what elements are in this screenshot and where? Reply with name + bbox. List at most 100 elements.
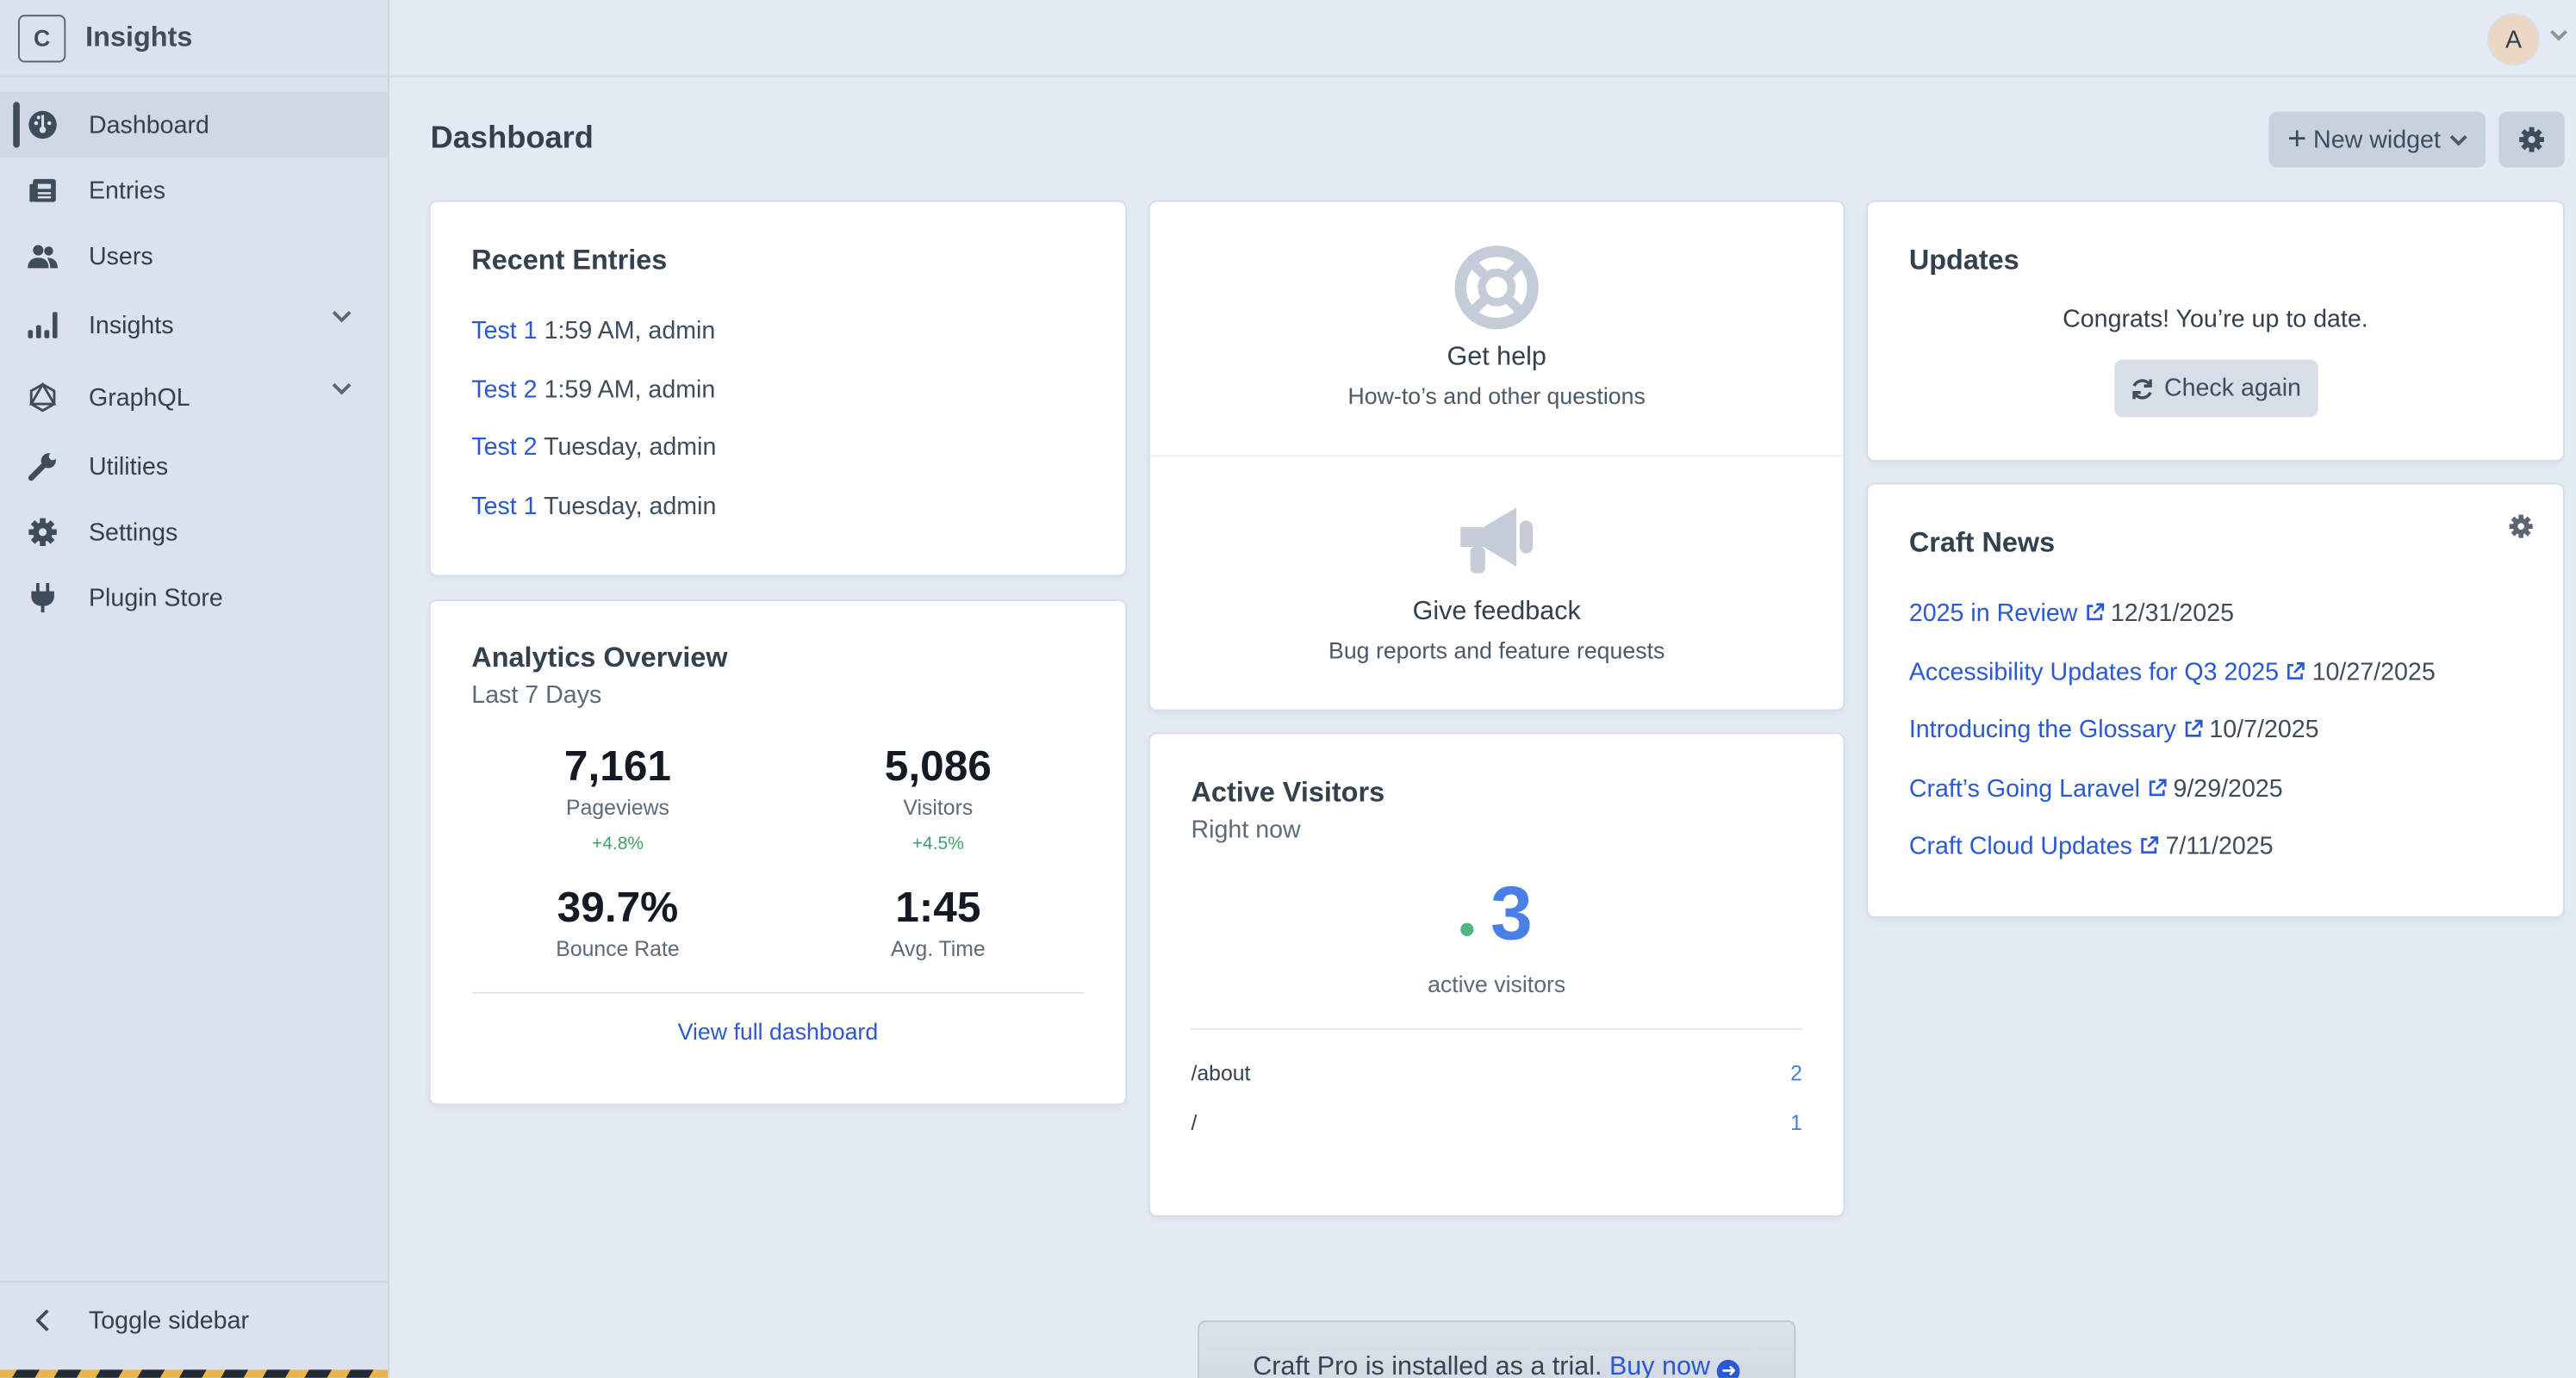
sidebar-item-plugin-store[interactable]: Plugin Store xyxy=(0,565,388,630)
widget-title: Analytics Overview xyxy=(471,642,728,673)
get-help-link[interactable]: Get help How-to’s and other questions xyxy=(1150,202,1844,456)
news-row: 2025 in Review 12/31/2025 xyxy=(1909,599,2234,627)
brand[interactable]: C Insights xyxy=(0,0,389,78)
buy-now-label: Buy now xyxy=(1608,1353,1710,1378)
updates-widget: Updates Congrats! You’re up to date. Che… xyxy=(1868,202,2563,460)
gauge-icon xyxy=(27,109,59,141)
chevron-down-icon[interactable] xyxy=(332,310,352,323)
entry-link[interactable]: Test 1 xyxy=(471,317,538,345)
arrow-right-circle-icon: ➜ xyxy=(1717,1359,1741,1378)
widget-title: Recent Entries xyxy=(471,245,668,276)
widget-subtitle: Last 7 Days xyxy=(471,681,602,710)
toggle-sidebar-button[interactable]: Toggle sidebar xyxy=(0,1281,389,1358)
refresh-icon xyxy=(2132,378,2153,399)
divider xyxy=(1191,1027,1802,1030)
sidebar-item-settings[interactable]: Settings xyxy=(0,500,388,565)
check-again-button[interactable]: Check again xyxy=(2114,359,2318,418)
gear-icon[interactable] xyxy=(2509,514,2534,539)
site-name: Insights xyxy=(85,21,193,53)
entry-link[interactable]: Test 2 xyxy=(471,376,538,404)
external-link-icon xyxy=(2141,836,2158,854)
page-path: / xyxy=(1191,1110,1198,1135)
sidebar-item-label: Entries xyxy=(88,176,166,205)
page-row: /about 2 xyxy=(1192,1061,1802,1086)
site-logo: C xyxy=(17,14,66,62)
sidebar-item-label: Settings xyxy=(88,518,178,547)
news-title: Introducing the Glossary xyxy=(1908,716,2176,744)
bar-chart-icon xyxy=(27,308,59,341)
sidebar-item-dashboard[interactable]: Dashboard xyxy=(0,91,389,158)
new-widget-button[interactable]: + New widget xyxy=(2268,111,2486,168)
widget-subtitle: Right now xyxy=(1191,816,1301,845)
gear-icon xyxy=(2519,127,2544,152)
plug-icon xyxy=(27,581,59,614)
sidebar-item-utilities[interactable]: Utilities xyxy=(0,433,388,499)
users-icon xyxy=(27,239,59,272)
sidebar-item-users[interactable]: Users xyxy=(0,223,388,289)
entry-meta: 1:59 AM, admin xyxy=(544,376,716,404)
recent-entries-widget: Recent Entries Test 1 1:59 AM, admin Test… xyxy=(430,202,1126,575)
news-link[interactable]: Accessibility Updates for Q3 2025 xyxy=(1909,658,2305,686)
stat-value: 39.7% xyxy=(557,882,679,932)
chevron-left-icon xyxy=(27,1304,59,1337)
entry-row: Test 1 Tuesday, admin xyxy=(471,493,716,520)
sidebar-item-label: Plugin Store xyxy=(88,583,223,612)
entry-link[interactable]: Test 2 xyxy=(471,434,538,462)
avatar[interactable]: A xyxy=(2487,13,2541,66)
buy-now-link[interactable]: Buy now ➜ xyxy=(1608,1353,1741,1378)
news-date: 10/7/2025 xyxy=(2209,716,2319,744)
stat-value: 1:45 xyxy=(895,882,981,932)
stat-label: Bounce Rate xyxy=(556,935,680,961)
news-link[interactable]: 2025 in Review xyxy=(1909,599,2104,627)
news-link[interactable]: Craft’s Going Laravel xyxy=(1908,774,2167,803)
trial-banner-text: Craft Pro is installed as a trial. xyxy=(1253,1353,1602,1378)
stat-label: Pageviews xyxy=(566,794,669,820)
sidebar-item-insights[interactable]: Insights xyxy=(0,289,388,362)
news-link[interactable]: Introducing the Glossary xyxy=(1908,716,2203,744)
news-row: Craft’s Going Laravel 9/29/2025 xyxy=(1909,774,2283,802)
page-count: 1 xyxy=(1790,1110,1802,1135)
give-feedback-link[interactable]: Give feedback Bug reports and feature re… xyxy=(1150,456,1844,710)
external-link-icon xyxy=(2287,661,2305,679)
news-link[interactable]: Craft Cloud Updates xyxy=(1909,833,2159,860)
sidebar-item-entries[interactable]: Entries xyxy=(0,158,388,223)
new-widget-label: New widget xyxy=(2313,125,2441,154)
news-date: 12/31/2025 xyxy=(2110,599,2235,628)
sidebar-item-graphql[interactable]: GraphQL xyxy=(0,362,388,434)
dev-mode-stripe xyxy=(0,1369,389,1378)
widget-title: Active Visitors xyxy=(1191,776,1385,809)
chevron-down-icon[interactable] xyxy=(332,382,352,395)
sidebar-item-label: GraphQL xyxy=(88,383,190,412)
stat-change: +4.8% xyxy=(591,834,644,854)
sidebar: C Insights Dashboard Entries Users Insig… xyxy=(0,0,389,1378)
lifebuoy-icon xyxy=(1454,245,1539,330)
sidebar-item-label: Insights xyxy=(88,311,174,339)
divider xyxy=(1149,455,1844,457)
sidebar-item-label: Utilities xyxy=(88,452,169,481)
entry-meta: 1:59 AM, admin xyxy=(544,317,716,345)
give-feedback-title: Give feedback xyxy=(1412,598,1581,626)
stat-value: 7,161 xyxy=(563,741,672,791)
chevron-down-icon xyxy=(2449,133,2467,146)
external-link-icon xyxy=(2149,778,2166,796)
news-title: Craft’s Going Laravel xyxy=(1908,774,2140,803)
newspaper-icon xyxy=(27,174,59,207)
stat-bounce-rate: 39.7% Bounce Rate xyxy=(462,882,774,961)
news-row: Craft Cloud Updates 7/11/2025 xyxy=(1909,833,2274,860)
news-row: Accessibility Updates for Q3 2025 10/27/… xyxy=(1909,658,2436,686)
stat-pageviews: 7,161 Pageviews +4.8% xyxy=(462,741,774,854)
stat-visitors: 5,086 Visitors +4.5% xyxy=(782,741,1094,854)
entry-row: Test 1 1:59 AM, admin xyxy=(471,317,715,344)
view-full-dashboard-link[interactable]: View full dashboard xyxy=(677,1018,879,1045)
chevron-down-icon[interactable] xyxy=(2550,29,2568,41)
entry-meta: Tuesday, admin xyxy=(544,434,717,462)
news-date: 7/11/2025 xyxy=(2165,832,2274,861)
plus-icon: + xyxy=(2287,121,2307,158)
megaphone-icon xyxy=(1460,507,1534,574)
page-path: /about xyxy=(1191,1060,1251,1086)
entry-link[interactable]: Test 1 xyxy=(471,493,538,521)
entry-row: Test 2 Tuesday, admin xyxy=(471,434,716,462)
dashboard-settings-button[interactable] xyxy=(2498,111,2565,168)
news-date: 10/27/2025 xyxy=(2312,657,2436,686)
entry-meta: Tuesday, admin xyxy=(544,493,717,521)
